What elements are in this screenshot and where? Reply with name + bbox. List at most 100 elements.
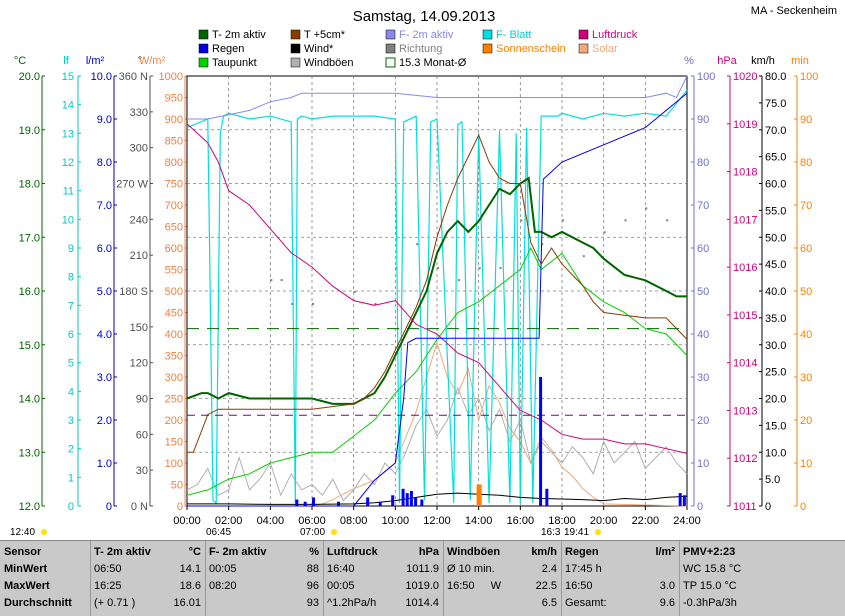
y-tick-label: 500 bbox=[165, 286, 183, 298]
series-richtung-point bbox=[478, 267, 481, 270]
legend-label: Luftdruck bbox=[592, 29, 638, 41]
series-richtung-point bbox=[562, 219, 564, 222]
table-cell: MaxWert bbox=[4, 580, 50, 592]
rain-bar bbox=[405, 493, 409, 506]
table-cell: ^1.2hPa/h bbox=[327, 597, 377, 609]
series-0 bbox=[186, 176, 687, 405]
legend-swatch bbox=[290, 29, 301, 40]
y-tick-label: 6.0 bbox=[97, 243, 112, 255]
rain-bar bbox=[545, 488, 549, 506]
column-title: Regen bbox=[565, 546, 599, 558]
table-column: Sensor MinWert MaxWert Durchschnitt bbox=[0, 541, 91, 616]
rain-bar bbox=[401, 488, 405, 506]
table-row: Ø 10 min. 2.4 bbox=[443, 561, 561, 578]
y-tick-label: 75.0 bbox=[765, 98, 786, 110]
table-cell: 6.5 bbox=[541, 597, 557, 609]
y-tick-label: 5 bbox=[68, 358, 74, 370]
table-column: PMV+2:23 WC 15.8 °C TP 15.0 °C -0.3hPa/3h bbox=[679, 541, 845, 616]
y-tick-label: 50 bbox=[800, 286, 812, 298]
y-tick-label: 5.0 bbox=[97, 286, 112, 298]
series-richtung-point bbox=[353, 291, 356, 293]
y-tick-label: 1012 bbox=[733, 453, 757, 465]
y-tick-label: 1015 bbox=[733, 310, 757, 322]
x-tick-label: 16:00 bbox=[507, 515, 535, 527]
table-row: 16:25 18.6 bbox=[90, 578, 205, 595]
y-tick-label: 11 bbox=[63, 186, 74, 198]
table-cell: 00:05 bbox=[327, 580, 355, 592]
y-tick-label: 20.0 bbox=[765, 394, 786, 406]
table-cell: 22.5 bbox=[535, 580, 557, 592]
y-tick-label: 9 bbox=[68, 243, 74, 255]
y-tick-label: 17.0 bbox=[19, 232, 40, 244]
sunrise-label: 06:45 bbox=[206, 527, 231, 538]
table-header: PMV+2:23 bbox=[679, 544, 845, 561]
y-tick-label: 90 bbox=[136, 394, 148, 406]
series-richtung-point bbox=[582, 255, 585, 258]
y-tick-label: 13.0 bbox=[19, 447, 40, 459]
y-tick-label: 70.0 bbox=[765, 125, 786, 137]
table-cell: 1014.4 bbox=[405, 597, 439, 609]
table-cell: -0.3hPa/3h bbox=[683, 597, 737, 609]
table-header: Sensor bbox=[0, 544, 90, 561]
start-time-label: 12:40 bbox=[10, 527, 35, 538]
y-tick-label: 45.0 bbox=[765, 259, 786, 271]
series-richtung-point bbox=[457, 279, 460, 282]
series-richtung-point bbox=[270, 279, 273, 282]
y-tick-label: 8.0 bbox=[97, 157, 112, 169]
y-tick-label: 0 bbox=[68, 501, 74, 513]
table-row: 17:45 h bbox=[561, 561, 679, 578]
y-tick-label: 30.0 bbox=[765, 340, 786, 352]
y-tick-label: 450 bbox=[165, 308, 183, 320]
table-row: 00:05 88 bbox=[205, 561, 323, 578]
y-tick-label: 300 bbox=[130, 143, 148, 155]
y-tick-label: 15 bbox=[62, 71, 74, 83]
table-cell: 93 bbox=[306, 597, 319, 609]
y-tick-label: 1018 bbox=[733, 167, 757, 179]
y-tick-label: 2 bbox=[68, 444, 74, 456]
y-tick-label: 10.0 bbox=[765, 447, 786, 459]
y-tick-label: 20 bbox=[800, 415, 812, 427]
table-column: Luftdruck hPa 16:40 1011.9 00:05 1019.0 ^1.2hP… bbox=[323, 541, 444, 616]
y-tick-label: 40.0 bbox=[765, 286, 786, 298]
table-row: 08:20 96 bbox=[205, 578, 323, 595]
x-tick-label: 14:00 bbox=[465, 515, 493, 527]
table-row: 93 bbox=[205, 595, 323, 612]
sunset-label: 19:41 bbox=[564, 527, 589, 538]
table-cell: 88 bbox=[306, 563, 319, 575]
y-tick-label: 1020 bbox=[733, 71, 757, 83]
table-row: 6.5 bbox=[443, 595, 561, 612]
y-tick-label: 100 bbox=[697, 71, 715, 83]
table-cell: 17:45 h bbox=[565, 563, 602, 575]
y-tick-label: 1014 bbox=[733, 358, 757, 370]
table-cell: WC 15.8 °C bbox=[683, 563, 742, 575]
rain-bar bbox=[391, 495, 395, 506]
x-tick-label: 18:00 bbox=[548, 515, 576, 527]
station-label: MA - Seckenheim bbox=[751, 5, 837, 17]
table-row: 16:50 3.0 bbox=[561, 578, 679, 595]
column-unit: % bbox=[309, 546, 319, 558]
table-header: Luftdruck hPa bbox=[323, 544, 443, 561]
legend-label: F- Blatt bbox=[496, 29, 531, 41]
y-tick-label: 5.0 bbox=[765, 474, 780, 486]
table-cell: Ø 10 min. bbox=[447, 563, 495, 575]
y-tick-label: 10 bbox=[800, 458, 812, 470]
x-tick-label: 00:00 bbox=[173, 515, 201, 527]
table-cell: 16:25 bbox=[94, 580, 122, 592]
y-tick-label: 300 bbox=[165, 372, 183, 384]
series-richtung-point bbox=[312, 302, 314, 305]
time-markers: 12:40 06:45 07:00 16:3 19:41 bbox=[10, 527, 601, 538]
y-tick-label: 240 bbox=[130, 214, 148, 226]
table-cell: 16:40 bbox=[327, 563, 355, 575]
table-cell: 1019.0 bbox=[405, 580, 439, 592]
y-tick-label: 50 bbox=[697, 286, 709, 298]
rain-bar bbox=[303, 501, 307, 506]
table-cell: Gesamt: bbox=[565, 597, 607, 609]
y-tick-label: 100 bbox=[165, 458, 183, 470]
table-cell: 2.4 bbox=[541, 563, 557, 575]
axes: 20.019.018.017.016.015.014.013.012.0°C15… bbox=[14, 55, 819, 513]
column-unit: °C bbox=[188, 546, 201, 558]
legend-swatch bbox=[578, 29, 589, 40]
sun-bar bbox=[478, 484, 482, 506]
table-row: ^1.2hPa/h 1014.4 bbox=[323, 595, 443, 612]
y-tick-label: 650 bbox=[165, 222, 183, 234]
